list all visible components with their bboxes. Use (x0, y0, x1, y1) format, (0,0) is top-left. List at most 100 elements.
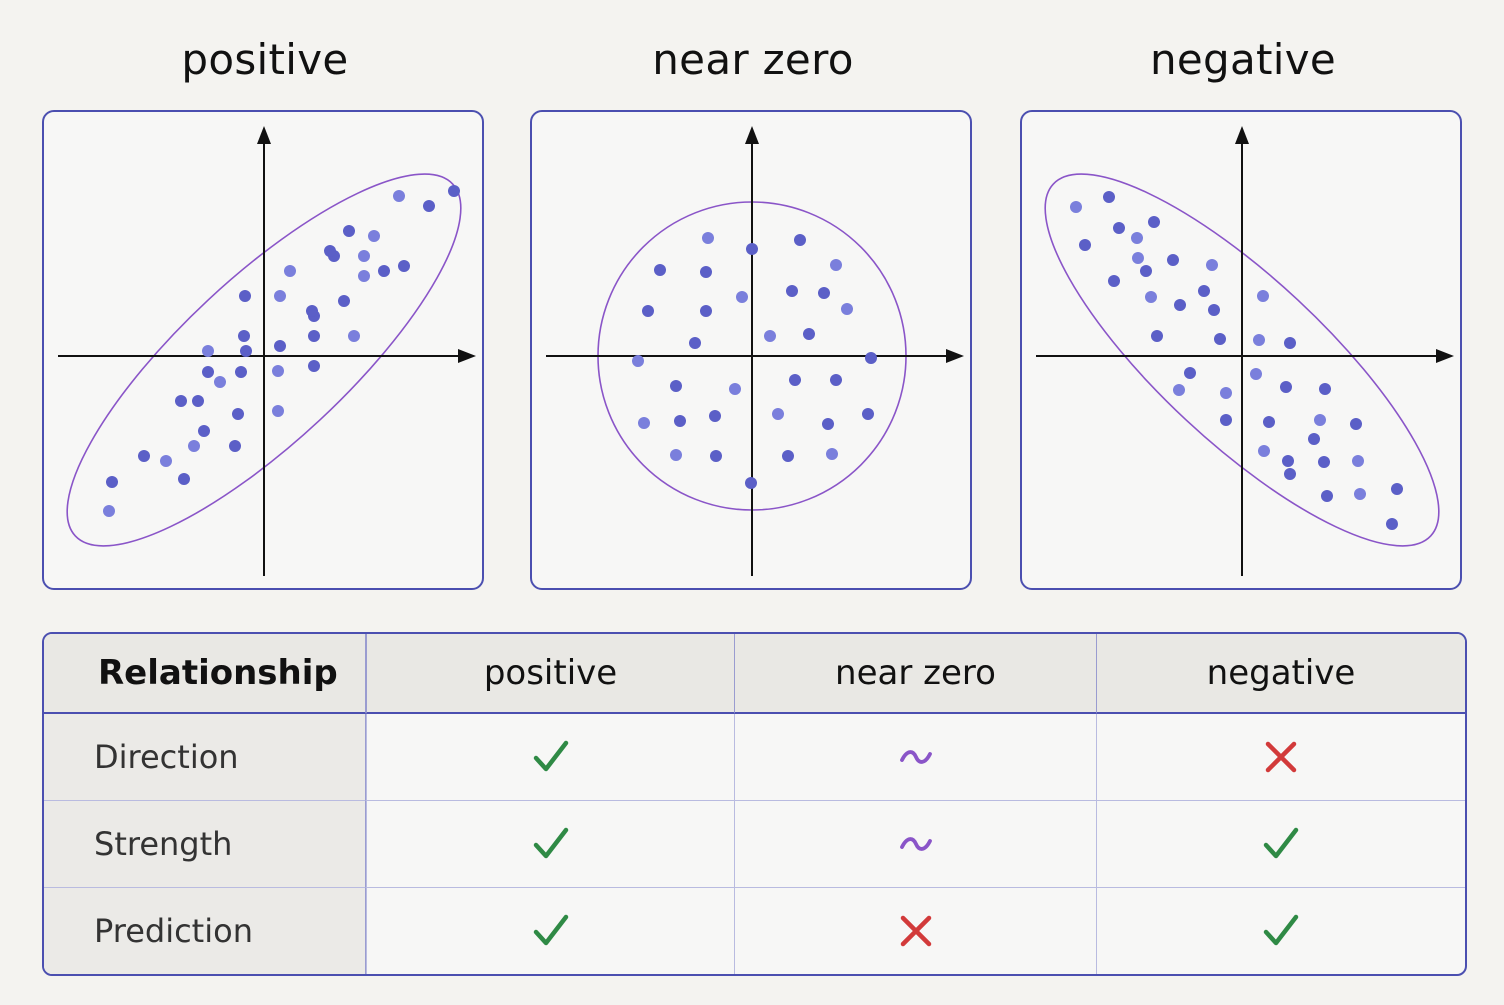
data-point (272, 365, 284, 377)
data-point (1132, 252, 1144, 264)
data-point (1198, 285, 1210, 297)
data-point (670, 380, 682, 392)
header-negative: negative (1096, 634, 1465, 714)
data-point (689, 337, 701, 349)
table-cell (1096, 887, 1465, 974)
data-point (398, 260, 410, 272)
data-point (789, 374, 801, 386)
scatter-plot-positive (58, 126, 476, 576)
check-icon (1259, 822, 1303, 866)
cross-icon (1259, 735, 1303, 779)
data-point (1184, 367, 1196, 379)
data-point (1386, 518, 1398, 530)
cross-icon (894, 909, 938, 953)
data-point (638, 417, 650, 429)
data-point (1206, 259, 1218, 271)
data-point (348, 330, 360, 342)
data-point (1280, 381, 1292, 393)
data-point (745, 477, 757, 489)
data-point (160, 455, 172, 467)
data-point (865, 352, 877, 364)
data-point (1258, 445, 1270, 457)
scatter-panel-negative (1020, 110, 1462, 590)
data-point (1282, 455, 1294, 467)
data-point (772, 408, 784, 420)
data-point (178, 473, 190, 485)
y-axis-arrow-icon (745, 126, 759, 144)
table-header-row: Relationship positive near zero negative (44, 634, 1465, 714)
data-point (862, 408, 874, 420)
data-point (794, 234, 806, 246)
data-point (284, 265, 296, 277)
data-point (202, 366, 214, 378)
data-point (1284, 468, 1296, 480)
data-point (700, 266, 712, 278)
data-point (1220, 387, 1232, 399)
enclosing-ellipse (66, 173, 462, 547)
data-point (378, 265, 390, 277)
data-point (1350, 418, 1362, 430)
data-point (1214, 333, 1226, 345)
data-point (1174, 299, 1186, 311)
data-point (306, 305, 318, 317)
data-point (764, 330, 776, 342)
x-axis-arrow-icon (1436, 349, 1454, 363)
header-relationship: Relationship (44, 634, 366, 714)
data-point (729, 383, 741, 395)
data-point (358, 270, 370, 282)
data-point (1148, 216, 1160, 228)
data-point (1220, 414, 1232, 426)
data-point (308, 330, 320, 342)
data-point (274, 340, 286, 352)
check-icon (529, 909, 573, 953)
data-point (746, 243, 758, 255)
data-point (1208, 304, 1220, 316)
data-point (198, 425, 210, 437)
tilde-icon (894, 735, 938, 779)
row-label-prediction: Prediction (44, 887, 366, 974)
data-point (830, 259, 842, 271)
panel-title-positive: positive (181, 35, 349, 84)
header-near-zero: near zero (734, 634, 1096, 714)
y-axis-arrow-icon (257, 126, 271, 144)
data-point (670, 449, 682, 461)
data-point (1253, 334, 1265, 346)
data-point (736, 291, 748, 303)
data-point (192, 395, 204, 407)
summary-table: Relationship positive near zero negative… (42, 632, 1467, 976)
data-point (1250, 368, 1262, 380)
data-point (830, 374, 842, 386)
data-point (239, 290, 251, 302)
check-icon (1259, 909, 1303, 953)
data-point (782, 450, 794, 462)
check-icon (529, 822, 573, 866)
table-row: Prediction (44, 887, 1465, 974)
scatter-panel-near-zero (530, 110, 972, 590)
data-point (674, 415, 686, 427)
data-point (324, 245, 336, 257)
data-point (308, 360, 320, 372)
data-point (841, 303, 853, 315)
data-point (1131, 232, 1143, 244)
data-point (822, 418, 834, 430)
y-axis-arrow-icon (1235, 126, 1249, 144)
table-row: Direction (44, 714, 1465, 800)
data-point (338, 295, 350, 307)
table-cell (1096, 800, 1465, 887)
data-point (423, 200, 435, 212)
data-point (818, 287, 830, 299)
data-point (1070, 201, 1082, 213)
panel-title-negative: negative (1149, 35, 1337, 84)
scatter-plot-negative (1036, 126, 1454, 576)
data-point (1257, 290, 1269, 302)
row-label-strength: Strength (44, 800, 366, 887)
data-point (202, 345, 214, 357)
enclosing-ellipse (1044, 173, 1440, 547)
data-point (786, 285, 798, 297)
data-point (1321, 490, 1333, 502)
data-point (138, 450, 150, 462)
data-point (448, 185, 460, 197)
data-point (1352, 455, 1364, 467)
data-point (175, 395, 187, 407)
data-point (229, 440, 241, 452)
